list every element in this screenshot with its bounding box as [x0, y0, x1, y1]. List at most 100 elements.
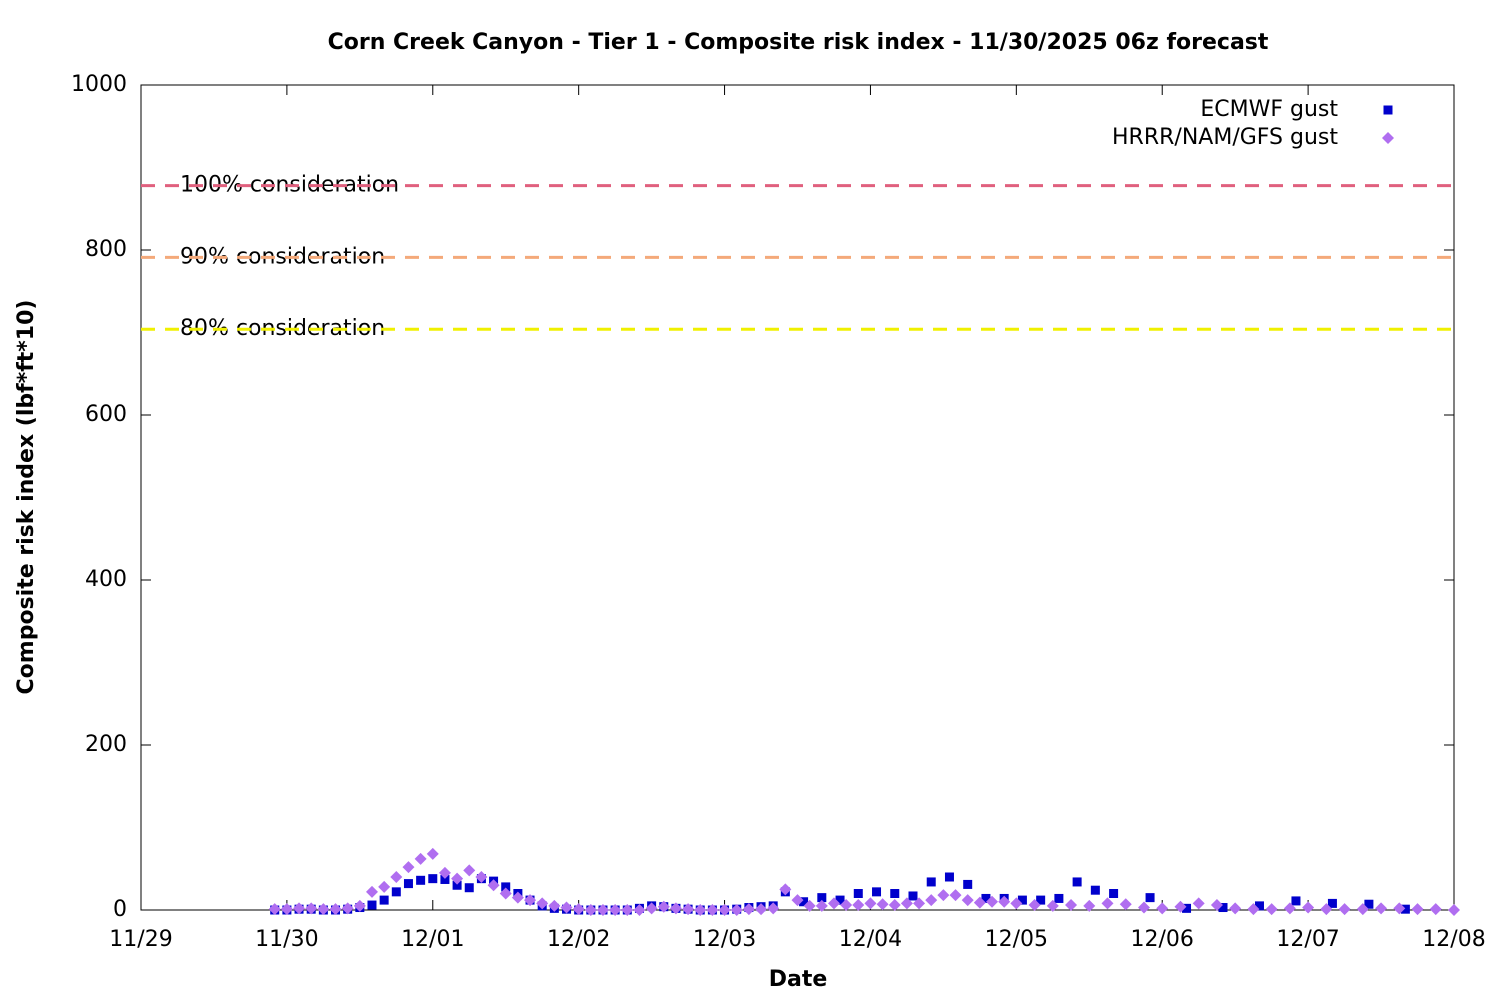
data-point — [268, 903, 281, 916]
data-point — [548, 899, 561, 912]
data-point — [536, 897, 549, 910]
x-tick-label: 12/01 — [401, 927, 464, 952]
data-point — [1182, 903, 1192, 913]
y-tick-label: 800 — [85, 237, 127, 262]
data-point — [1229, 902, 1242, 915]
data-point — [657, 900, 670, 913]
data-point — [1356, 903, 1369, 916]
data-point — [799, 897, 809, 907]
data-point — [872, 887, 882, 897]
y-tick-label: 400 — [85, 567, 127, 592]
data-point — [908, 891, 918, 901]
data-point — [706, 904, 719, 916]
data-point — [779, 883, 792, 896]
data-point — [1065, 899, 1078, 912]
data-point — [1119, 898, 1132, 911]
data-point — [438, 866, 451, 879]
data-point — [986, 895, 999, 908]
data-point — [840, 899, 853, 912]
data-point — [961, 894, 974, 907]
data-point — [925, 894, 938, 907]
data-point — [949, 889, 962, 902]
data-point — [1083, 899, 1096, 912]
data-point — [1109, 889, 1119, 898]
data-point — [1393, 902, 1406, 915]
data-point — [1429, 903, 1442, 916]
data-point — [1327, 898, 1337, 908]
legend-marker — [1382, 132, 1394, 144]
legend-marker — [1383, 105, 1393, 115]
data-point — [379, 895, 389, 905]
data-point — [973, 896, 986, 909]
data-point — [1411, 903, 1424, 916]
x-tick-label: 12/06 — [1131, 927, 1194, 952]
x-tick-label: 11/29 — [109, 927, 172, 952]
data-point — [475, 871, 488, 883]
data-point — [815, 899, 828, 912]
x-tick-label: 12/03 — [693, 927, 756, 952]
data-point — [280, 903, 293, 916]
data-point — [596, 904, 609, 916]
x-tick-label: 12/05 — [985, 927, 1048, 952]
data-point — [853, 889, 863, 898]
data-point — [305, 902, 318, 915]
data-point — [1338, 903, 1351, 916]
threshold-label: 80% consideration — [180, 316, 385, 341]
data-point — [451, 872, 464, 885]
data-point — [937, 889, 950, 902]
data-point — [791, 894, 804, 907]
data-point — [633, 904, 646, 916]
data-point — [1137, 901, 1150, 914]
data-point — [1072, 877, 1082, 887]
data-point — [367, 900, 377, 910]
data-point — [572, 903, 585, 916]
data-point — [426, 847, 439, 860]
data-point — [755, 903, 768, 916]
data-point — [694, 904, 707, 916]
data-point — [926, 877, 936, 887]
data-point — [293, 902, 306, 915]
data-point — [835, 895, 845, 905]
data-point — [998, 895, 1011, 908]
y-tick-label: 0 — [113, 897, 127, 922]
data-point — [1010, 897, 1023, 910]
y-tick-label: 200 — [85, 732, 127, 757]
legend-label: HRRR/NAM/GFS gust — [1112, 125, 1338, 150]
data-point — [1247, 903, 1260, 916]
y-tick-label: 600 — [85, 402, 127, 427]
data-point — [803, 899, 816, 912]
data-point — [827, 897, 840, 910]
data-point — [1145, 893, 1155, 903]
data-point — [888, 899, 901, 912]
threshold-label: 90% consideration — [180, 244, 385, 269]
data-point — [876, 898, 889, 911]
data-point — [864, 897, 877, 910]
data-point — [682, 903, 695, 916]
data-point — [742, 903, 755, 916]
data-point — [463, 864, 476, 877]
data-point — [1375, 902, 1388, 915]
x-axis-label: Date — [769, 967, 828, 992]
data-point — [621, 904, 634, 916]
data-point — [403, 879, 413, 889]
data-point — [1218, 903, 1228, 913]
data-point — [1254, 901, 1264, 911]
data-point — [390, 871, 403, 883]
x-tick-label: 11/30 — [255, 927, 318, 952]
data-point — [1156, 902, 1169, 915]
data-point — [1192, 897, 1205, 910]
data-point — [1364, 899, 1374, 909]
data-point — [730, 904, 743, 916]
data-point — [499, 887, 512, 900]
data-point — [414, 852, 427, 865]
data-point — [452, 880, 462, 890]
data-point — [900, 897, 913, 910]
data-point — [1028, 899, 1041, 912]
data-point — [1320, 903, 1333, 916]
x-tick-label: 12/02 — [547, 927, 610, 952]
data-point — [402, 861, 415, 874]
data-point — [511, 891, 524, 904]
data-point — [767, 902, 780, 915]
